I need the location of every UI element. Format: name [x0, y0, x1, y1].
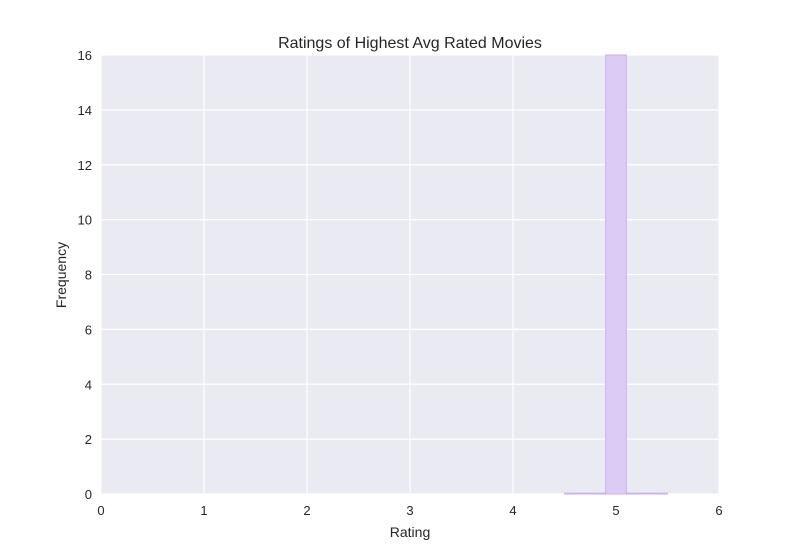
x-tick-label: 5	[612, 503, 619, 518]
x-tick-label: 0	[97, 503, 104, 518]
y-tick-label: 14	[78, 103, 92, 118]
y-tick-label: 16	[78, 48, 92, 63]
x-tick-label: 1	[200, 503, 207, 518]
y-tick-label: 0	[85, 487, 92, 502]
y-tick-label: 6	[85, 322, 92, 337]
x-tick-label: 4	[509, 503, 516, 518]
y-tick-label: 4	[85, 377, 92, 392]
x-axis-label: Rating	[390, 524, 430, 540]
histogram-bar	[605, 54, 627, 495]
histogram-bar	[564, 492, 607, 495]
y-tick-label: 12	[78, 158, 92, 173]
y-axis-ticks: 0 2 4 6 8 10 12 14 16	[78, 48, 92, 502]
y-tick-label: 2	[85, 432, 92, 447]
x-axis-ticks: 0 1 2 3 4 5 6	[97, 503, 722, 518]
y-axis-label: Frequency	[53, 242, 69, 308]
x-tick-label: 6	[715, 503, 722, 518]
histogram-bars	[564, 54, 668, 495]
chart-title: Ratings of Highest Avg Rated Movies	[278, 35, 542, 52]
x-tick-label: 3	[406, 503, 413, 518]
histogram-bar	[625, 492, 668, 495]
y-tick-label: 8	[85, 268, 92, 283]
y-tick-label: 10	[78, 213, 92, 228]
x-tick-label: 2	[303, 503, 310, 518]
